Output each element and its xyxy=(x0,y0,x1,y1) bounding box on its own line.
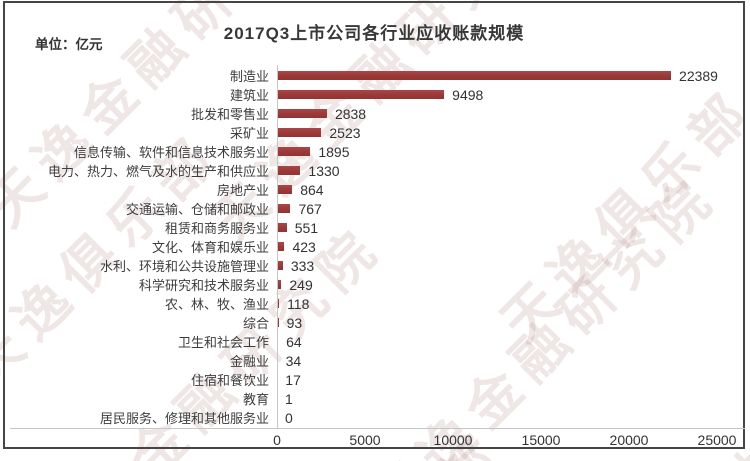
value-label: 9498 xyxy=(452,86,484,103)
x-tick-label: 10000 xyxy=(433,432,473,448)
value-label: 34 xyxy=(285,352,302,369)
category-label: 采矿业 xyxy=(229,126,269,141)
bar-row: 交通运输、仓储和邮政业 767 xyxy=(11,199,743,218)
value-label: 2838 xyxy=(334,105,367,122)
bar-row: 房地产业 864 xyxy=(11,180,743,199)
bar-row: 综合 93 xyxy=(11,313,743,332)
bar xyxy=(277,90,445,99)
bar-row: 租赁和商务服务业 551 xyxy=(11,218,743,237)
bar-row: 批发和零售业 2838 xyxy=(11,104,743,123)
category-label: 教育 xyxy=(242,392,269,407)
x-axis-ticks: 0 5000 10000 15000 20000 25000 xyxy=(11,432,743,450)
bar-row: 农、林、牧、渔业 118 xyxy=(11,294,743,313)
value-label: 64 xyxy=(286,333,302,350)
category-label: 文化、体育和娱乐业 xyxy=(151,240,269,255)
value-label: 767 xyxy=(298,200,322,217)
category-label: 水利、环境和公共设施管理业 xyxy=(99,259,269,274)
category-label: 住宿和餐饮业 xyxy=(190,373,269,388)
category-label: 建筑业 xyxy=(229,88,269,103)
category-label: 金融业 xyxy=(229,354,269,369)
value-label: 1895 xyxy=(318,143,350,160)
chart-title: 2017Q3上市公司各行业应收账款规模 xyxy=(223,24,525,43)
category-label: 综合 xyxy=(242,316,269,331)
bar-row: 采矿业 2523 xyxy=(11,123,743,142)
bar-row: 电力、热力、燃气及水的生产和供应业 1330 xyxy=(11,161,743,180)
bar-row: 信息传输、软件和信息技术服务业 1895 xyxy=(11,142,743,161)
bar xyxy=(277,109,327,118)
value-label: 1 xyxy=(285,390,293,407)
category-label: 科学研究和技术服务业 xyxy=(138,278,269,293)
value-label: 2523 xyxy=(329,124,361,141)
bar-row: 卫生和社会工作 64 xyxy=(11,332,743,351)
category-label: 批发和零售业 xyxy=(190,107,269,122)
bar xyxy=(277,147,311,156)
x-tick-label: 5000 xyxy=(349,432,381,448)
category-label: 电力、热力、燃气及水的生产和供应业 xyxy=(47,164,269,179)
category-label: 租赁和商务服务业 xyxy=(164,221,269,236)
value-label: 22389 xyxy=(679,67,718,84)
category-label: 制造业 xyxy=(229,69,269,84)
bar xyxy=(277,185,293,194)
bar-row: 科学研究和技术服务业 249 xyxy=(11,275,743,294)
category-label: 居民服务、修理和其他服务业 xyxy=(99,411,269,426)
value-label: 551 xyxy=(294,219,319,236)
bar xyxy=(277,128,322,137)
bar-row: 住宿和餐饮业 17 xyxy=(11,370,743,389)
category-label: 农、林、牧、渔业 xyxy=(164,297,269,312)
bar-row: 文化、体育和娱乐业 423 xyxy=(11,237,743,256)
value-label: 0 xyxy=(285,409,293,426)
x-tick-label: 0 xyxy=(273,432,281,448)
bar xyxy=(277,71,672,80)
bar xyxy=(277,223,287,232)
bar-row: 居民服务、修理和其他服务业 0 xyxy=(11,408,743,427)
category-label: 房地产业 xyxy=(216,183,269,198)
value-label: 17 xyxy=(285,371,301,388)
value-label: 864 xyxy=(300,181,324,198)
value-axis-line xyxy=(10,428,745,429)
bar xyxy=(277,242,285,251)
value-label: 249 xyxy=(289,276,313,293)
bar xyxy=(277,204,291,213)
bar-row: 制造业 22389 xyxy=(11,66,743,85)
x-tick-label: 20000 xyxy=(609,432,649,448)
x-tick-label: 15000 xyxy=(521,432,561,448)
value-label: 423 xyxy=(292,238,316,255)
bar xyxy=(277,166,301,175)
category-label: 信息传输、软件和信息技术服务业 xyxy=(73,145,269,160)
bar-row: 建筑业 9498 xyxy=(11,85,743,104)
plot-rows: 制造业 22389 建筑业 9498 批发和零售业 2838 采矿业 2523 信息传输、软件和… xyxy=(11,66,743,427)
category-label: 交通运输、仓储和邮政业 xyxy=(125,202,269,217)
bar-row: 水利、环境和公共设施管理业 333 xyxy=(11,256,743,275)
value-label: 1330 xyxy=(308,162,340,179)
x-tick-label: 25000 xyxy=(697,432,737,448)
category-axis-line xyxy=(277,65,278,428)
bar-row: 教育 1 xyxy=(11,389,743,408)
value-label: 333 xyxy=(290,257,315,274)
bar xyxy=(277,280,282,289)
value-label: 93 xyxy=(286,314,303,331)
bar xyxy=(277,299,280,308)
value-label: 118 xyxy=(287,295,310,312)
chart-frame: 单位：亿元 2017Q3上市公司各行业应收账款规模 制造业 22389 建筑业 949… xyxy=(3,1,745,449)
category-label: 卫生和社会工作 xyxy=(177,335,269,350)
bar-row: 金融业 34 xyxy=(11,351,743,370)
unit-label: 单位：亿元 xyxy=(35,37,103,52)
bar xyxy=(277,261,283,270)
